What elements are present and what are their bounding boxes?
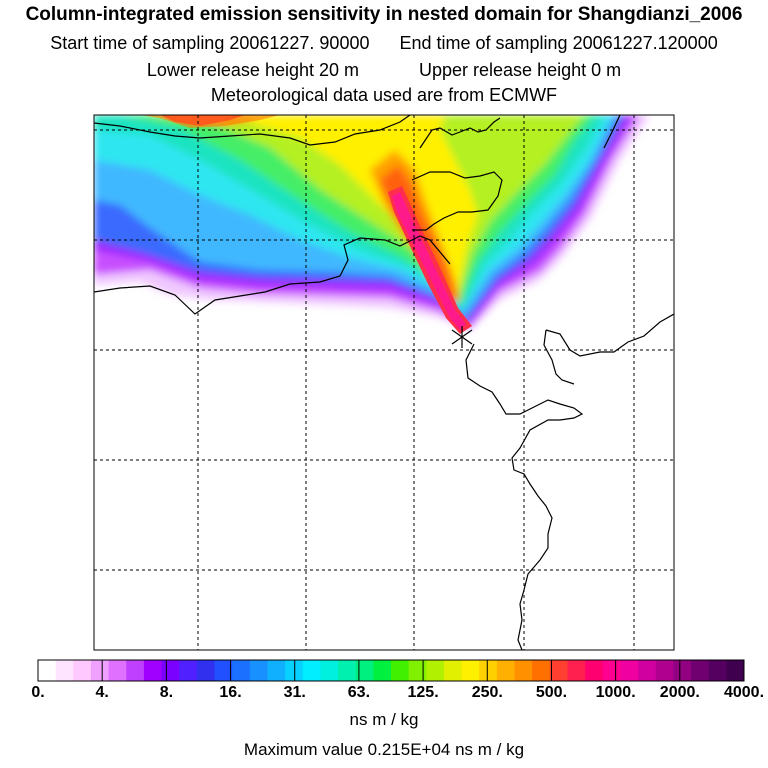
color-bar-segment — [443, 660, 462, 681]
color-bar-segment — [602, 660, 621, 681]
color-bar-segment — [179, 660, 198, 681]
color-bar-segment — [355, 660, 374, 681]
start-time-label: Start time of sampling 20061227. 90000 — [50, 33, 370, 53]
color-bar-tick-label: 0. — [31, 684, 45, 701]
coastlines — [94, 115, 674, 650]
lower-release-label: Lower release height 20 m — [146, 60, 359, 80]
color-bar-segment — [302, 660, 321, 681]
color-bar-segment — [55, 660, 74, 681]
grid-lines — [94, 115, 674, 650]
color-bar-segment — [567, 660, 586, 681]
color-bar-tick-label: 31. — [283, 684, 306, 701]
color-bar-segment — [496, 660, 515, 681]
field-lime — [150, 115, 585, 300]
units-label: ns m / kg — [349, 710, 419, 729]
color-bar-segment — [549, 660, 568, 681]
color-bar-segment — [426, 660, 445, 681]
color-bar-segment — [532, 660, 551, 681]
color-bar-segment — [638, 660, 657, 681]
sampling-time-line: Start time of sampling 20061227. 90000 En… — [0, 33, 768, 54]
color-bar-segment — [673, 660, 692, 681]
color-bar-segment — [196, 660, 215, 681]
max-value-label: Maximum value 0.215E+04 ns m / kg — [243, 740, 525, 759]
color-bar-segment — [514, 660, 533, 681]
color-bar-segment — [285, 660, 304, 681]
receptor-marker — [451, 326, 473, 348]
sensitivity-field — [94, 115, 650, 334]
color-bar-segment — [249, 660, 268, 681]
met-data-label: Meteorological data used are from ECMWF — [210, 85, 558, 105]
color-bar-segment — [408, 660, 427, 681]
color-bar-tick-label: 1000. — [595, 684, 636, 701]
color-bar-segment — [391, 660, 410, 681]
plot-title: Column-integrated emission sensitivity i… — [25, 4, 743, 25]
color-bar-segment — [161, 660, 180, 681]
color-bar-segment — [126, 660, 145, 681]
color-bar — [38, 660, 745, 681]
color-bar-segment — [143, 660, 162, 681]
color-bar-segment — [320, 660, 339, 681]
color-bar-tick-label: 4000. — [723, 684, 765, 701]
color-bar-tick-label: 125. — [407, 684, 439, 701]
map-frame — [93, 114, 675, 651]
field-yellow — [190, 115, 478, 295]
color-bar-segment — [338, 660, 357, 681]
color-bar-segment — [373, 660, 392, 681]
end-time-label: End time of sampling 20061227.120000 — [399, 33, 718, 53]
color-bar-segment — [726, 660, 745, 681]
color-bar-segment — [214, 660, 233, 681]
color-bar-segment — [461, 660, 480, 681]
color-bar-segment — [585, 660, 604, 681]
color-bar-segment — [691, 660, 710, 681]
color-bar-segment — [108, 660, 127, 681]
color-bar-segment — [38, 660, 57, 681]
color-bar-tick-label: 2000. — [659, 684, 700, 701]
color-bar-segment — [267, 660, 286, 681]
release-height-line: Lower release height 20 m Upper release h… — [0, 60, 768, 81]
color-bar-segment — [708, 660, 727, 681]
color-bar-major-ticks — [37, 660, 745, 681]
upper-release-label: Upper release height 0 m — [419, 60, 622, 80]
color-bar-tick-label: 16. — [219, 684, 242, 701]
color-bar-segment — [620, 660, 639, 681]
color-bar-segment — [90, 660, 109, 681]
color-bar-segment — [655, 660, 674, 681]
color-bar-segment — [73, 660, 92, 681]
color-bar-tick-label: 63. — [347, 684, 371, 701]
field-orange-top — [140, 115, 280, 128]
color-bar-segment — [232, 660, 251, 681]
color-bar-tick-label: 500. — [535, 684, 568, 701]
color-bar-tick-label: 4. — [95, 684, 109, 701]
color-bar-tick-label: 8. — [159, 684, 174, 701]
color-bar-tick-label: 250. — [471, 684, 503, 701]
field-magenta-plume — [392, 192, 466, 330]
color-bar-segment — [479, 660, 498, 681]
